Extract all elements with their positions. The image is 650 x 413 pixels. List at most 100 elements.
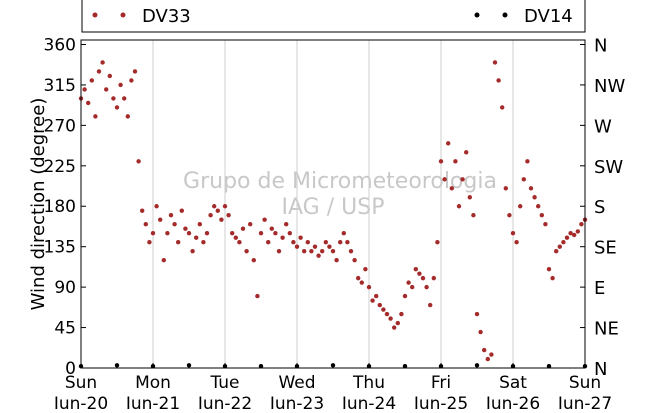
point-DV33-66 [316, 253, 321, 258]
point-DV14-9 [402, 364, 408, 369]
point-DV33-39 [219, 217, 224, 222]
point-DV33-14 [129, 78, 134, 83]
point-DV33-34 [201, 239, 206, 245]
point-DV33-16 [136, 159, 141, 164]
point-DV33-56 [280, 235, 285, 240]
point-DV33-120 [510, 231, 516, 236]
legend-dv33-marker-2 [120, 12, 126, 18]
x-tick-date-5: Jun-25 [413, 394, 468, 409]
point-DV33-42 [230, 231, 235, 236]
point-DV33-51 [262, 217, 267, 222]
point-DV33-112 [482, 347, 487, 353]
point-DV14-11 [474, 363, 480, 368]
point-DV33-59 [291, 239, 296, 245]
point-DV33-64 [309, 248, 314, 254]
point-DV33-44 [237, 239, 242, 245]
y-axis-right-ticks: N NE E SE S SW W NW N [594, 35, 625, 380]
point-DV33-117 [500, 105, 505, 110]
point-DV33-115 [492, 60, 498, 65]
x-tick-date-1: Jun-21 [125, 394, 180, 409]
point-DV14-7 [330, 363, 336, 368]
y-tick-label-5: 225 [44, 157, 76, 177]
legend-dv33-marker-1 [92, 12, 98, 18]
point-DV33-105 [456, 204, 462, 209]
point-DV33-36 [208, 213, 213, 218]
point-DV33-129 [543, 222, 548, 227]
point-DV33-97 [428, 302, 433, 308]
y-tick-label-4: 180 [44, 197, 76, 217]
point-DV33-102 [446, 141, 451, 146]
point-DV33-32 [194, 235, 199, 240]
point-DV33-116 [496, 78, 501, 83]
point-DV33-103 [449, 186, 454, 191]
point-DV33-63 [305, 239, 310, 245]
point-DV33-111 [478, 329, 483, 335]
point-DV33-49 [255, 293, 260, 299]
x-tick-day-7: Sun [569, 373, 601, 393]
point-DV33-47 [248, 222, 253, 227]
point-DV33-43 [233, 235, 238, 240]
point-DV33-70 [330, 248, 336, 254]
point-DV33-75 [348, 248, 354, 254]
point-DV33-96 [424, 284, 429, 290]
point-DV33-20 [150, 231, 156, 236]
y-right-tick-label-3: SE [594, 238, 617, 259]
point-DV33-69 [327, 244, 332, 249]
data-points [78, 60, 588, 369]
point-DV33-53 [269, 226, 274, 231]
y-right-tick-label-2: E [594, 278, 605, 299]
point-DV33-137 [572, 232, 577, 238]
point-DV33-122 [518, 204, 523, 209]
point-DV14-3 [186, 363, 192, 368]
point-DV33-134 [561, 239, 566, 245]
point-DV33-30 [186, 231, 192, 236]
point-DV33-73 [341, 231, 346, 236]
x-tick-date-2: Jun-22 [197, 394, 252, 409]
point-DV33-57 [284, 222, 289, 227]
legend: DV33 DV14 [81, 0, 586, 33]
point-DV33-27 [176, 239, 181, 245]
x-axis-ticks: SunJun-20MonJun-21TueJun-22WedJun-23ThuJ… [53, 363, 612, 413]
point-DV33-29 [183, 226, 188, 231]
point-DV33-85 [384, 311, 390, 317]
series-DV33 [78, 60, 588, 362]
grid [152, 40, 514, 368]
point-DV33-65 [312, 244, 318, 249]
point-DV33-11 [118, 82, 123, 88]
point-DV33-38 [215, 208, 220, 213]
y-axis-ticks: 0 45 90 135 180 225 270 315 360 [44, 35, 585, 379]
point-DV33-130 [546, 266, 552, 272]
point-DV33-138 [575, 229, 580, 234]
watermark-line-1: Grupo de Micrometeorologia [183, 169, 497, 194]
point-DV33-118 [503, 186, 508, 191]
y-right-tick-label-7: NW [594, 76, 625, 97]
point-DV33-68 [323, 239, 328, 245]
point-DV14-1 [114, 363, 120, 368]
point-DV33-121 [514, 239, 519, 245]
y-right-tick-label-1: NE [594, 319, 619, 340]
point-DV33-92 [410, 284, 415, 290]
point-DV33-79 [363, 266, 368, 272]
point-DV33-72 [338, 239, 343, 245]
y-tick-label-2: 90 [54, 278, 76, 298]
point-DV33-19 [147, 239, 152, 245]
point-DV33-41 [226, 213, 231, 218]
point-DV33-26 [172, 222, 177, 227]
legend-dv33-label: DV33 [142, 6, 191, 27]
point-DV33-3 [89, 78, 95, 83]
point-DV33-31 [190, 248, 195, 254]
point-DV33-93 [413, 266, 418, 272]
point-DV33-114 [489, 352, 494, 357]
point-DV33-35 [204, 231, 210, 236]
point-DV33-119 [507, 213, 512, 218]
x-tick-day-6: Sat [499, 373, 527, 393]
point-DV33-62 [302, 248, 307, 254]
point-DV33-6 [100, 60, 105, 65]
point-DV33-82 [374, 293, 379, 299]
point-DV33-23 [161, 257, 166, 263]
legend-dv14-marker-2 [502, 12, 508, 18]
x-tick-date-6: Jun-26 [485, 394, 540, 409]
point-DV14-13 [546, 364, 552, 369]
point-DV33-46 [244, 248, 249, 254]
